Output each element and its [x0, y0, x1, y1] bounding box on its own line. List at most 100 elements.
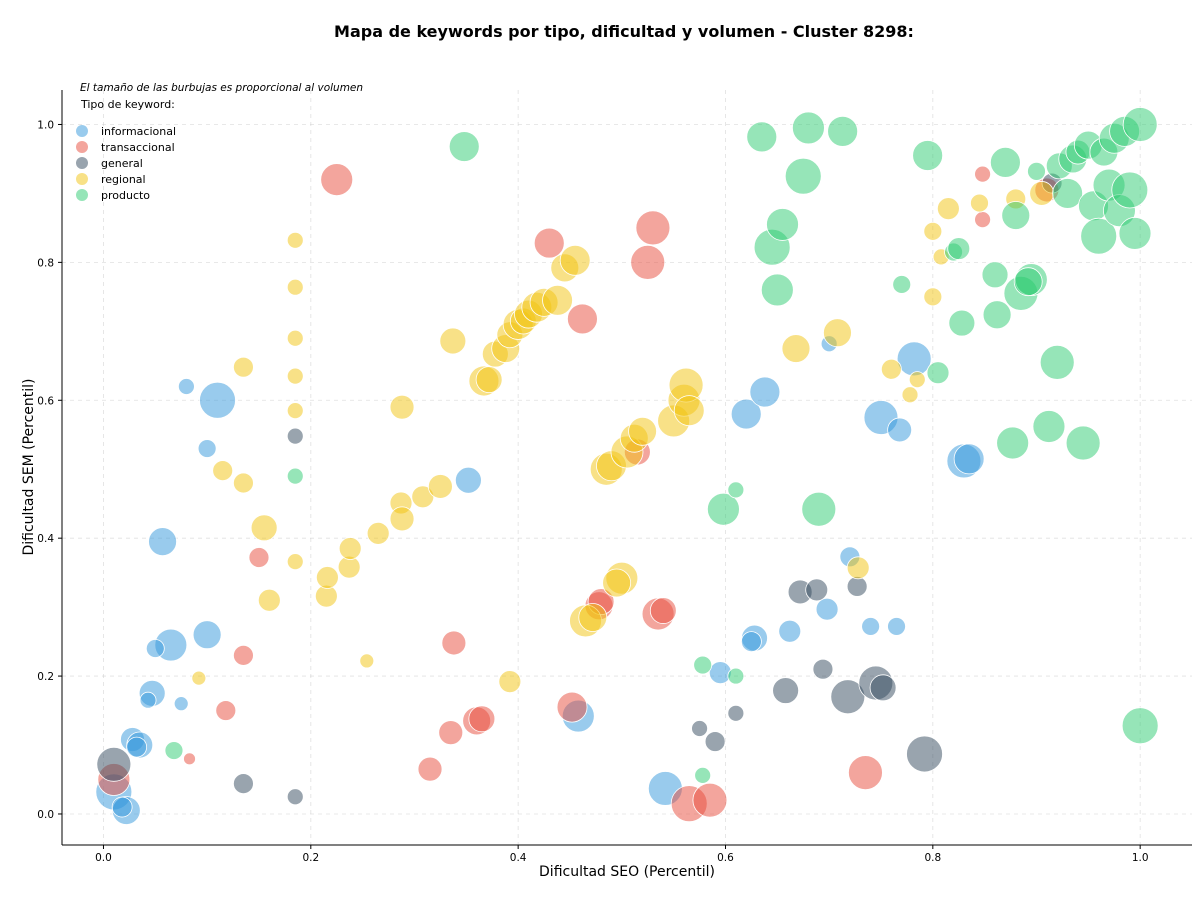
- bubble-producto: [1080, 217, 1118, 255]
- bubble-regional: [366, 521, 390, 545]
- legend-label-transaccional: transaccional: [101, 141, 175, 154]
- bubble-producto: [1122, 107, 1158, 142]
- bubble-informacional: [887, 417, 913, 443]
- bubble-producto: [727, 481, 745, 499]
- bubble-informacional: [778, 619, 802, 643]
- bubble-regional: [286, 367, 304, 385]
- y-tick-label: 0.6: [37, 395, 54, 407]
- x-tick-label: 0.0: [95, 852, 112, 864]
- bubble-informacional: [126, 736, 148, 758]
- bubble-regional: [257, 588, 281, 612]
- bubble-general: [727, 704, 745, 722]
- bubble-transaccional: [417, 756, 443, 782]
- bubble-producto: [1065, 425, 1101, 461]
- bubble-regional: [233, 356, 254, 378]
- bubble-general: [869, 674, 897, 702]
- legend-title: Tipo de keyword:: [80, 98, 175, 111]
- bubble-producto: [948, 309, 976, 337]
- bubble-informacional: [861, 617, 881, 636]
- bubble-regional: [286, 402, 304, 420]
- legend-marker-informacional: [76, 125, 88, 137]
- bubble-producto: [1013, 267, 1043, 297]
- x-tick-label: 0.2: [302, 852, 319, 864]
- bubble-producto: [760, 273, 794, 307]
- bubble-producto: [694, 766, 712, 784]
- bubble-regional: [286, 329, 304, 347]
- bubble-producto: [792, 111, 825, 145]
- bubble-general: [96, 746, 132, 782]
- bubble-informacional: [111, 796, 133, 818]
- bubble-producto: [727, 667, 745, 685]
- bubble-informacional: [896, 341, 932, 377]
- y-axis-label: Dificultad SEM (Percentil): [21, 379, 37, 556]
- bubble-transaccional: [630, 244, 666, 280]
- bubble-regional: [338, 537, 362, 560]
- bubble-regional: [781, 334, 811, 363]
- bubble-transaccional: [233, 644, 254, 666]
- legend-label-general: general: [101, 157, 143, 170]
- bubble-producto: [827, 115, 859, 147]
- x-tick-label: 0.8: [924, 852, 941, 864]
- x-tick-label: 1.0: [1132, 852, 1149, 864]
- bubble-transaccional: [635, 210, 671, 246]
- bubble-regional: [315, 566, 339, 589]
- bubble-regional: [846, 556, 870, 580]
- bubble-regional: [212, 460, 234, 482]
- bubble-transaccional: [567, 303, 598, 335]
- bubble-regional: [191, 670, 207, 686]
- bubble-regional: [439, 327, 467, 355]
- y-tick-label: 0.4: [37, 533, 54, 545]
- chart-title: Mapa de keywords por tipo, dificultad y …: [334, 22, 914, 41]
- bubble-general: [691, 720, 708, 737]
- bubble-transaccional: [468, 705, 496, 733]
- legend-marker-producto: [76, 189, 88, 201]
- bubble-informacional: [197, 439, 217, 458]
- bubble-informacional: [454, 466, 482, 494]
- bubble-regional: [1029, 181, 1055, 206]
- bubble-regional: [923, 221, 943, 241]
- bubble-producto: [707, 492, 740, 526]
- y-tick-label: 0.2: [37, 671, 54, 683]
- bubble-regional: [559, 244, 591, 276]
- bubble-general: [846, 576, 868, 597]
- bubble-informacional: [815, 597, 839, 621]
- bubble-transaccional: [248, 547, 270, 568]
- bubble-producto: [1032, 410, 1066, 443]
- legend-label-producto: producto: [101, 189, 150, 202]
- bubble-transaccional: [320, 163, 354, 197]
- bubble-regional: [389, 394, 415, 420]
- bubble-transaccional: [692, 782, 728, 818]
- bubble-regional: [901, 386, 919, 404]
- bubble-regional: [498, 670, 522, 693]
- bubble-regional: [602, 568, 632, 598]
- bubble-informacional: [749, 376, 781, 408]
- bubble-producto: [766, 208, 799, 241]
- bubble-regional: [286, 553, 304, 571]
- bubble-transaccional: [183, 752, 196, 766]
- bubble-informacional: [953, 443, 985, 475]
- bubble-general: [805, 578, 829, 602]
- bubble-regional: [475, 366, 503, 393]
- bubble-regional: [923, 287, 943, 307]
- y-tick-label: 0.0: [37, 809, 54, 821]
- y-ticks: 0.0 0.2 0.4 0.6 0.8 1.0: [37, 119, 62, 821]
- bubble-producto: [1052, 178, 1083, 209]
- bubble-informacional: [192, 620, 222, 650]
- bubble-general: [830, 679, 866, 715]
- bubble-regional: [250, 514, 278, 542]
- bubble-informacional: [139, 691, 157, 709]
- bubble-producto: [981, 261, 1009, 289]
- legend-marker-general: [76, 157, 88, 169]
- bubble-general: [906, 735, 943, 773]
- y-tick-label: 0.8: [37, 257, 54, 269]
- bubble-producto: [1027, 161, 1046, 181]
- bubble-producto: [982, 300, 1012, 330]
- bubble-regional: [880, 358, 902, 380]
- x-axis-label: Dificultad SEO (Percentil): [539, 864, 715, 880]
- bubble-size-note: El tamaño de las burbujas es proporciona…: [80, 82, 363, 94]
- bubble-regional: [427, 474, 453, 499]
- legend-label-informacional: informacional: [101, 125, 176, 138]
- bubble-informacional: [741, 631, 762, 652]
- bubble-producto: [1111, 171, 1149, 209]
